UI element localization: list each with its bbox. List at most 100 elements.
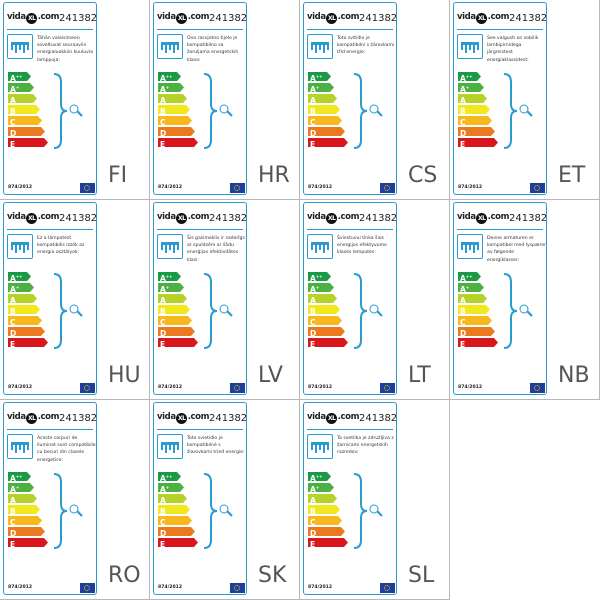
energy-label: vida XL .com 241382 Tähän valaisimeen sovelt… (3, 2, 97, 195)
light-bulb-icon (519, 303, 535, 322)
energy-label: vida XL .com 241382 Ez a lámpatest kompatibi… (3, 202, 97, 395)
rating-letter: D (160, 329, 167, 338)
rating-bar-b: B (158, 305, 190, 314)
vidaxl-logo: vida XL .com (307, 212, 360, 224)
rating-bar-c: C (8, 516, 42, 525)
rating-bar-c: C (458, 316, 492, 325)
rating-letter: A (10, 474, 16, 483)
compatibility-text: Ovo rasvjetno tijelo je kompatibilno sa … (187, 36, 239, 63)
light-bulb-icon (369, 103, 385, 122)
divider (157, 429, 243, 430)
rating-bar-b: B (308, 105, 340, 114)
eu-flag-icon (230, 583, 245, 593)
ceiling-lamp-icon (307, 434, 333, 459)
rating-letter: E (310, 340, 316, 349)
rating-bar-b: B (458, 105, 490, 114)
language-code: HU (108, 363, 141, 388)
rating-letter: A (310, 274, 316, 283)
label-cell: vida XL .com 241382 Ez a lámpatest kompatibi… (0, 200, 150, 400)
rating-bar-d: D (158, 527, 195, 536)
rating-sup: ++ (165, 474, 173, 479)
brace-icon (352, 472, 368, 554)
rating-bar-a: A (8, 294, 37, 303)
rating-bar-c: C (8, 116, 42, 125)
product-code: 241382 (209, 213, 248, 224)
logo-xl-mark: XL (476, 213, 488, 224)
product-code: 241382 (359, 413, 398, 424)
rating-bar-c: C (308, 316, 342, 325)
language-code: LT (408, 363, 431, 388)
ceiling-lamp-icon (7, 34, 33, 59)
rating-letter: B (460, 107, 466, 116)
rating-letter: C (310, 118, 316, 127)
rating-bar-e: E (458, 338, 498, 347)
brace-icon (52, 472, 68, 554)
brace-icon (52, 72, 68, 154)
product-code: 241382 (509, 213, 548, 224)
rating-letter: C (460, 318, 466, 327)
rating-letter: A (160, 285, 166, 294)
rating-letter: A (460, 74, 466, 83)
rating-bar-b: B (8, 305, 40, 314)
rating-letter: B (310, 307, 316, 316)
ceiling-lamp-icon (457, 34, 483, 59)
rating-sup: ++ (15, 74, 23, 79)
rating-letter: A (310, 496, 316, 505)
rating-bar-ap: A+ (8, 283, 34, 292)
product-code: 241382 (209, 13, 248, 24)
rating-letter: A (160, 474, 166, 483)
rating-bar-app: A++ (8, 272, 31, 281)
rating-letter: B (160, 507, 166, 516)
eu-flag-icon (80, 183, 95, 193)
label-cell: vida XL .com 241382 Toto svítidlo je kompati… (300, 0, 450, 200)
regulation-number: 874/2012 (458, 185, 483, 190)
label-cell: vida XL .com 241382 Šviestuvui tinka šios en… (300, 200, 450, 400)
rating-letter: A (310, 96, 316, 105)
brace-icon (202, 72, 218, 154)
divider (7, 29, 93, 30)
rating-sup: ++ (315, 474, 323, 479)
rating-letter: C (160, 518, 166, 527)
rating-letter: A (460, 285, 466, 294)
brace-icon (502, 72, 518, 154)
rating-bar-a: A (8, 94, 37, 103)
language-code: HR (258, 163, 290, 188)
energy-label: vida XL .com 241382 Šviestuvui tinka šios en… (303, 202, 397, 395)
language-code: CS (408, 163, 438, 188)
rating-bar-c: C (458, 116, 492, 125)
vidaxl-logo: vida XL .com (7, 212, 60, 224)
rating-bar-a: A (158, 94, 187, 103)
rating-letter: B (160, 107, 166, 116)
regulation-number: 874/2012 (8, 585, 33, 590)
compatibility-text: Šviestuvui tinka šios energijos efektyvu… (337, 236, 387, 256)
rating-sup: + (165, 485, 170, 490)
light-bulb-icon (369, 303, 385, 322)
logo-xl-mark: XL (326, 13, 338, 24)
rating-bar-d: D (8, 127, 45, 136)
regulation-number: 874/2012 (308, 385, 333, 390)
product-code: 241382 (359, 213, 398, 224)
brace-icon (202, 472, 218, 554)
language-code: SK (258, 563, 287, 588)
rating-letter: D (460, 329, 467, 338)
rating-bar-d: D (8, 527, 45, 536)
rating-letter: C (460, 118, 466, 127)
logo-xl-mark: XL (26, 213, 38, 224)
light-bulb-icon (69, 503, 85, 522)
rating-letter: B (10, 107, 16, 116)
rating-bar-d: D (458, 127, 495, 136)
rating-sup: + (15, 85, 20, 90)
rating-letter: B (310, 107, 316, 116)
energy-label: vida XL .com 241382 Aceste corpuri de ilumin… (3, 402, 97, 595)
energy-label: vida XL .com 241382 Ta svetilka je združljiv… (303, 402, 397, 595)
logo-xl-mark: XL (26, 413, 38, 424)
light-bulb-icon (69, 303, 85, 322)
light-bulb-icon (219, 103, 235, 122)
energy-label: vida XL .com 241382 See valgusti on sobilik … (453, 2, 547, 195)
rating-letter: A (10, 296, 16, 305)
product-code: 241382 (209, 413, 248, 424)
eu-flag-icon (380, 183, 395, 193)
rating-letter: C (160, 118, 166, 127)
logo-xl-mark: XL (326, 413, 338, 424)
rating-letter: A (460, 274, 466, 283)
